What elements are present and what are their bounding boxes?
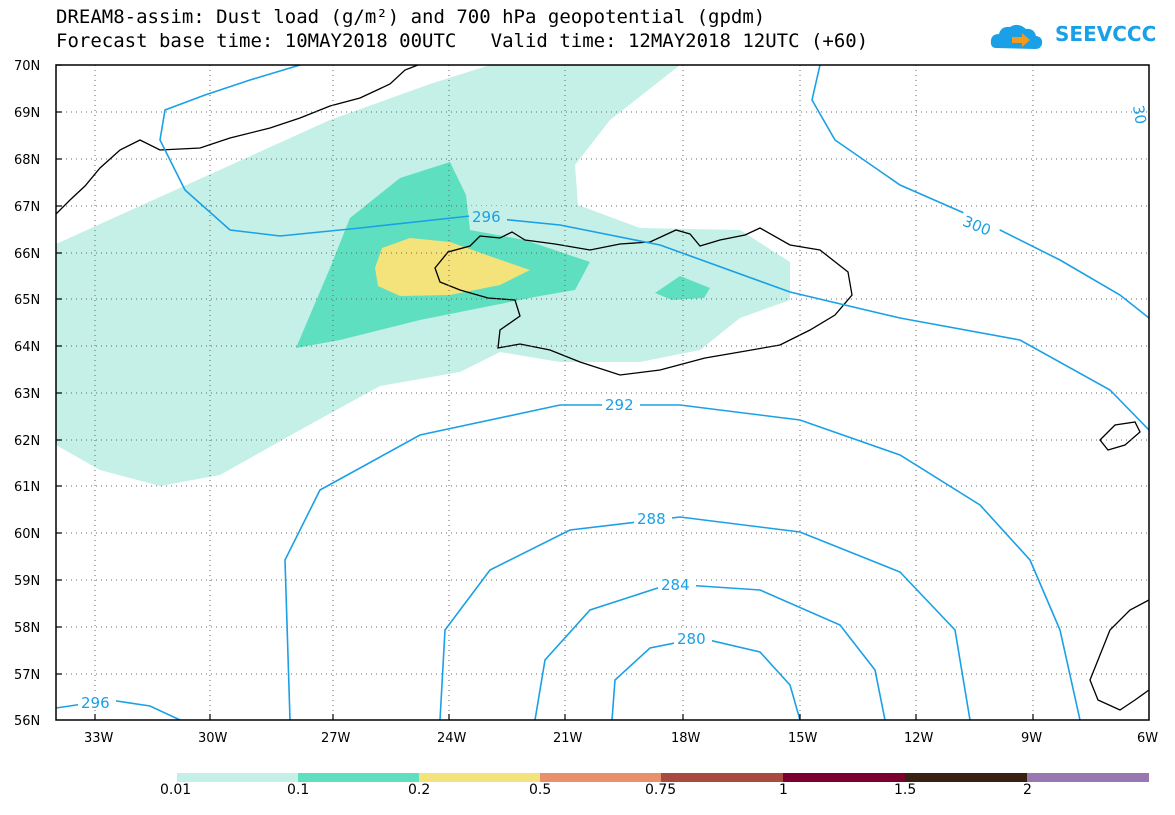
lat-label: 70N — [14, 59, 40, 74]
colorbar-segment — [1027, 773, 1149, 782]
contour-280 — [611, 637, 801, 720]
dust-level-02 — [375, 238, 530, 296]
contour-292 — [284, 404, 1081, 720]
colorbar-label: 1.5 — [894, 782, 917, 798]
lat-label: 62N — [14, 434, 40, 449]
greenland-coastline — [56, 65, 419, 215]
colorbar-label: 1 — [779, 782, 788, 798]
lon-label: 6W — [1137, 731, 1158, 746]
map-subtitle: Forecast base time: 10MAY2018 00UTC Vali… — [56, 30, 869, 52]
map-title: DREAM8-assim: Dust load (g/m²) and 700 h… — [56, 6, 766, 28]
lat-label: 69N — [14, 106, 40, 121]
colorbar-label: 0.01 — [160, 782, 192, 798]
coastlines — [56, 65, 1149, 711]
contour-300 — [811, 65, 1149, 319]
longitude-labels: 33W 30W 27W 24W 21W 18W 15W 12W 9W 6W — [84, 731, 1158, 746]
colorbar-label: 0.1 — [287, 782, 310, 798]
contour-296-sw — [56, 699, 181, 720]
lat-label: 58N — [14, 621, 40, 636]
graticule — [56, 65, 1149, 720]
contour-label-296: 296 — [472, 208, 501, 226]
contour-296 — [159, 65, 1149, 431]
colorbar-segment — [905, 773, 1027, 782]
lon-label: 12W — [904, 731, 934, 746]
contour-labels: 296 300 292 288 284 280 296 30 — [78, 104, 1150, 712]
contour-288 — [439, 516, 971, 720]
lat-label: 60N — [14, 527, 40, 542]
geopotential-contours — [56, 65, 1149, 720]
colorbar-segment — [177, 773, 298, 782]
contour-label-280: 280 — [677, 630, 706, 648]
colorbar-segment — [298, 773, 419, 782]
lat-label: 57N — [14, 668, 40, 683]
contour-label-288: 288 — [637, 510, 666, 528]
colorbar — [177, 773, 1149, 782]
colorbar-label: 2 — [1023, 782, 1032, 798]
contour-label-30x: 30 — [1129, 104, 1150, 126]
dust-level-01b — [655, 276, 710, 300]
colorbar-segment — [783, 773, 905, 782]
lat-label: 66N — [14, 247, 40, 262]
colorbar-segment — [540, 773, 661, 782]
lat-label: 59N — [14, 574, 40, 589]
colorbar-segment — [661, 773, 783, 782]
scotland-coastline — [1089, 599, 1149, 711]
contour-label-292: 292 — [605, 396, 634, 414]
lat-label: 68N — [14, 153, 40, 168]
cloud-arrow-icon — [990, 24, 1043, 49]
lon-label: 33W — [84, 731, 114, 746]
contour-284 — [534, 583, 886, 720]
lon-label: 15W — [788, 731, 818, 746]
lon-label: 9W — [1021, 731, 1042, 746]
lat-label: 61N — [14, 480, 40, 495]
iceland-coastline — [434, 227, 853, 376]
contour-label-296-sw: 296 — [81, 694, 110, 712]
axis-ticks — [56, 64, 1034, 720]
faroe-shetland-coastline — [1099, 421, 1141, 451]
logo-text: SEEVCCC — [1055, 22, 1157, 46]
lat-label: 63N — [14, 387, 40, 402]
lat-label: 64N — [14, 340, 40, 355]
lon-label: 24W — [437, 731, 467, 746]
lon-label: 21W — [553, 731, 583, 746]
contour-label-284: 284 — [661, 576, 690, 594]
lon-label: 18W — [671, 731, 701, 746]
lat-label: 56N — [14, 714, 40, 729]
lon-label: 30W — [198, 731, 228, 746]
colorbar-label: 0.75 — [645, 782, 677, 798]
dust-load-shading — [56, 65, 790, 486]
lat-label: 67N — [14, 200, 40, 215]
colorbar-segment — [419, 773, 540, 782]
lon-label: 27W — [321, 731, 351, 746]
colorbar-label: 0.5 — [529, 782, 552, 798]
lat-label: 65N — [14, 293, 40, 308]
latitude-labels: 70N 69N 68N 67N 66N 65N 64N 63N 62N 61N … — [14, 59, 40, 729]
colorbar-label: 0.2 — [408, 782, 431, 798]
